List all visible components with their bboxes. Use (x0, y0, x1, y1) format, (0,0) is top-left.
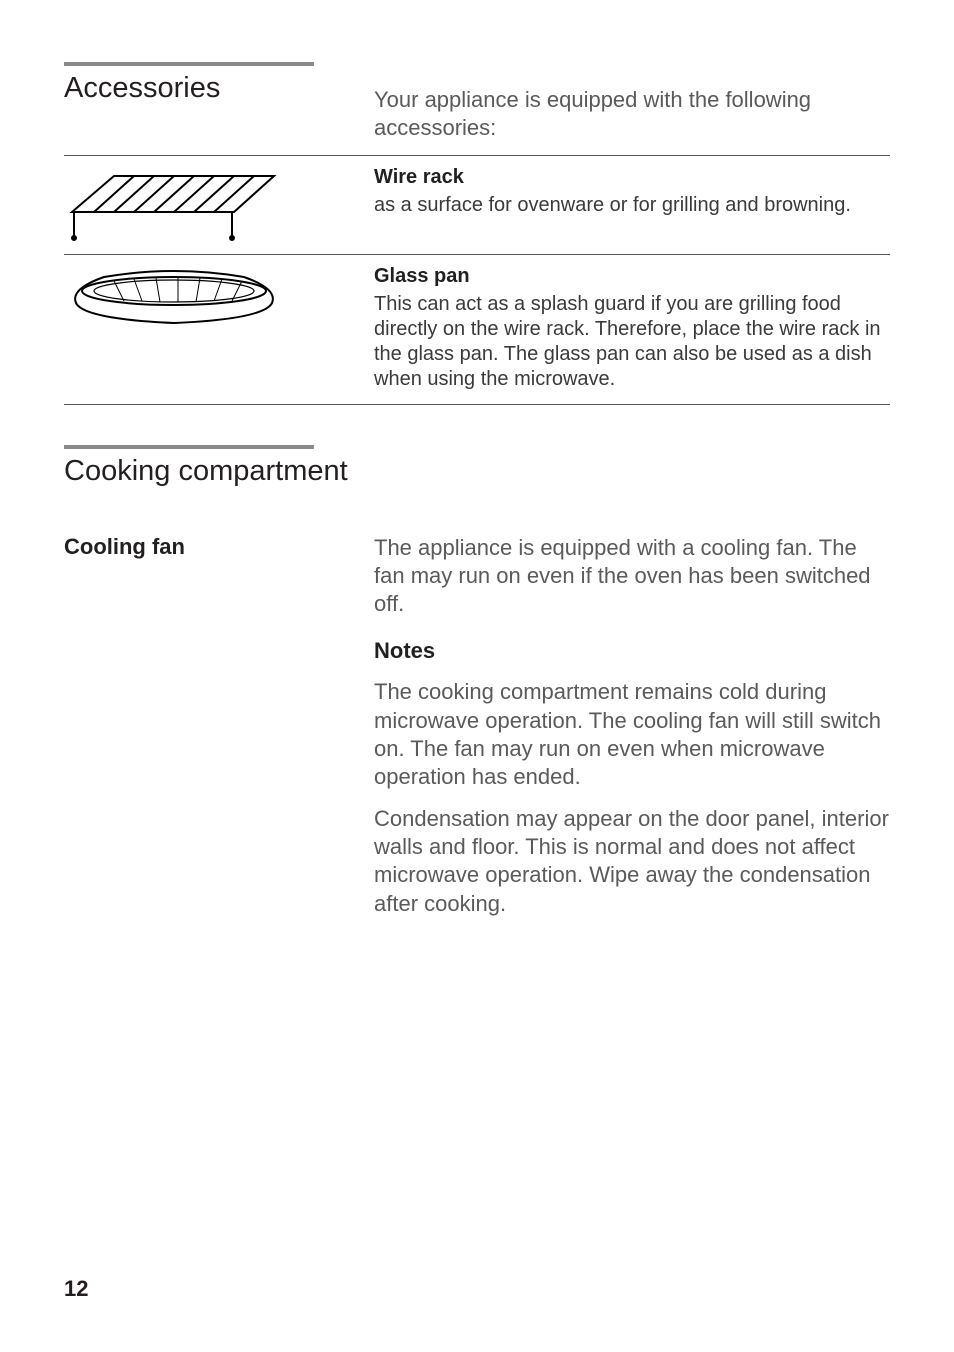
notes-heading: Notes (374, 638, 435, 664)
cooking-empty-col (354, 445, 890, 488)
cooling-note-1: The cooking compartment remains cold dur… (374, 678, 890, 791)
accessories-intro: Your appliance is equipped with the foll… (374, 86, 890, 141)
wire-rack-icon (64, 170, 284, 242)
cooking-section: Cooking compartment Cooling fan The appl… (64, 445, 890, 932)
cooking-heading: Cooking compartment (64, 455, 354, 488)
cooking-heading-col: Cooking compartment (64, 445, 354, 488)
section-rule (64, 62, 314, 66)
accessories-section: Accessories Your appliance is equipped w… (64, 62, 890, 405)
glass-pan-image (64, 265, 354, 392)
accessory-row-glass-pan: Glass pan This can act as a splash guard… (64, 255, 890, 405)
page-number: 12 (64, 1276, 88, 1302)
wire-rack-image (64, 166, 354, 242)
cooking-header-row: Cooking compartment (64, 445, 890, 488)
accessories-intro-col: Your appliance is equipped with the foll… (354, 62, 890, 141)
cooling-fan-intro: The appliance is equipped with a cooling… (374, 534, 890, 618)
accessories-header-row: Accessories Your appliance is equipped w… (64, 62, 890, 141)
glass-pan-icon (64, 269, 284, 329)
cooling-note-2: Condensation may appear on the door pane… (374, 805, 890, 918)
glass-pan-text: Glass pan This can act as a splash guard… (354, 265, 890, 392)
glass-pan-title: Glass pan (374, 265, 890, 288)
cooling-fan-body: The appliance is equipped with a cooling… (354, 534, 890, 932)
wire-rack-title: Wire rack (374, 166, 890, 189)
cooling-fan-row: Cooling fan The appliance is equipped wi… (64, 534, 890, 932)
cooling-fan-label: Cooling fan (64, 534, 354, 560)
section-rule (64, 445, 314, 449)
accessories-heading-col: Accessories (64, 62, 354, 141)
glass-pan-desc: This can act as a splash guard if you ar… (374, 292, 890, 392)
accessories-heading: Accessories (64, 72, 354, 105)
accessory-row-wire-rack: Wire rack as a surface for ovenware or f… (64, 156, 890, 255)
cooling-fan-label-col: Cooling fan (64, 534, 354, 932)
wire-rack-text: Wire rack as a surface for ovenware or f… (354, 166, 890, 242)
wire-rack-desc: as a surface for ovenware or for grillin… (374, 193, 890, 218)
